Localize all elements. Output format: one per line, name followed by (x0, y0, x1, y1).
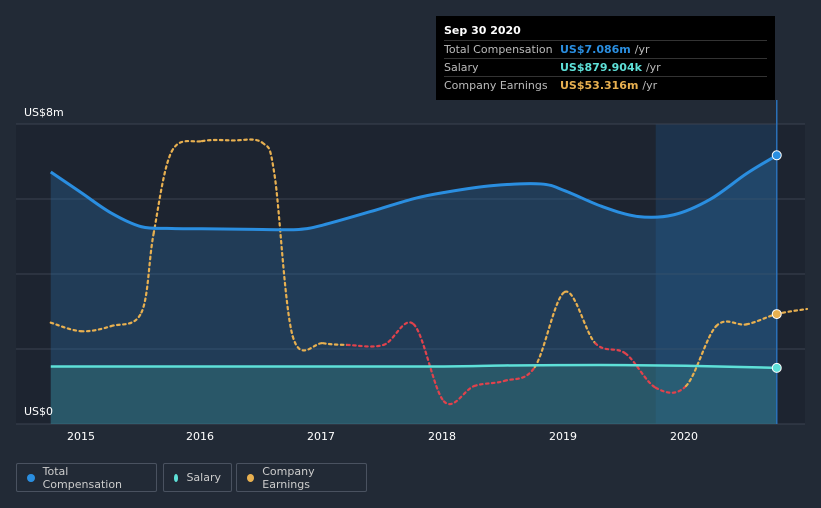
tooltip: Sep 30 2020 Total Compensation US$7.086m… (436, 16, 775, 100)
company-earnings-segment (594, 342, 627, 355)
legend-label: Salary (186, 471, 221, 484)
x-tick-label: 2018 (428, 430, 456, 443)
legend-label: Company Earnings (262, 464, 315, 491)
tooltip-value: US$879.904k (560, 61, 642, 74)
company-earnings-segment (261, 141, 276, 177)
legend-item-total-compensation[interactable]: Total Compensation (16, 463, 157, 492)
tooltip-unit: /yr (634, 43, 650, 56)
company-earnings-segment (412, 323, 446, 403)
legend-item-company-earnings[interactable]: Company Earnings (236, 463, 367, 492)
company-earnings-segment (200, 138, 234, 143)
company-earnings-segment (624, 352, 657, 389)
total-compensation-line (49, 154, 778, 232)
x-tick-label: 2017 (307, 430, 335, 443)
company-earnings-segment (715, 320, 748, 328)
legend-dot-icon (27, 473, 35, 482)
company-earnings-segment (563, 290, 597, 345)
tooltip-value: US$7.086m (560, 43, 631, 56)
tooltip-label: Salary (444, 61, 479, 74)
company-earnings-segment (291, 335, 325, 352)
salary-area (50, 365, 777, 424)
company-earnings-segment (346, 343, 385, 348)
tooltip-label: Total Compensation (444, 43, 553, 56)
x-tick-label: 2015 (67, 430, 95, 443)
y-axis-top-label: US$8m (24, 106, 64, 119)
company-earnings-segment (231, 138, 264, 144)
company-earnings-segment (110, 311, 143, 328)
company-earnings-segment (273, 174, 294, 338)
company-earnings-segment (170, 140, 204, 153)
x-tick-label: 2019 (549, 430, 577, 443)
tooltip-date: Sep 30 2020 (444, 24, 521, 37)
company-earnings-segment (140, 232, 155, 314)
company-earnings-segment (503, 366, 536, 382)
company-earnings-segment (382, 321, 415, 347)
company-earnings-segment (79, 324, 113, 333)
company-earnings-segment (49, 321, 83, 333)
tooltip-row-company-earnings: Company Earnings US$53.316m /yr (444, 76, 767, 94)
company-earnings-segment (152, 150, 173, 235)
tooltip-label: Company Earnings (444, 79, 548, 92)
tooltip-unit: /yr (642, 79, 658, 92)
legend-dot-icon (174, 473, 179, 482)
tooltip-unit: /yr (645, 61, 661, 74)
y-axis-bottom-label: US$0 (24, 405, 54, 418)
legend-item-salary[interactable]: Salary (163, 463, 232, 492)
company-earnings-marker (771, 309, 782, 320)
company-earnings-segment (442, 384, 476, 405)
legend-label: Total Compensation (42, 464, 123, 491)
company-earnings-segment (321, 342, 349, 347)
x-tick-label: 2016 (186, 430, 214, 443)
total-compensation-marker (771, 150, 782, 161)
company-earnings-segment (473, 379, 506, 388)
tooltip-row-total-compensation: Total Compensation US$7.086m /yr (444, 40, 767, 58)
company-earnings-segment (533, 290, 567, 369)
company-earnings-segment (654, 384, 688, 394)
total-compensation-area (50, 155, 777, 424)
salary-line (50, 363, 777, 370)
tooltip-row-salary: Salary US$879.904k /yr (444, 58, 767, 76)
company-earnings-segment (684, 324, 718, 388)
legend-dot-icon (247, 473, 255, 482)
x-tick-label: 2020 (670, 430, 698, 443)
tooltip-value: US$53.316m (560, 79, 639, 92)
salary-marker (771, 362, 782, 373)
